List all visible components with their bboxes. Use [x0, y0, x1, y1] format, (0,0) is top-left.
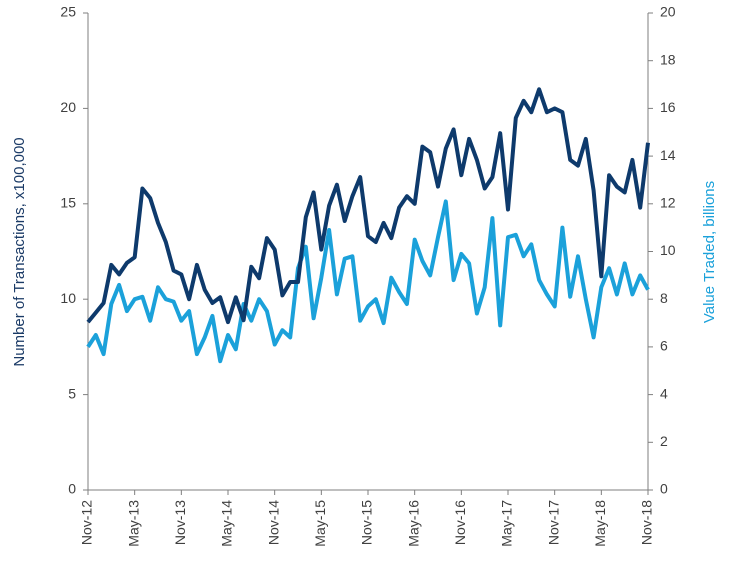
y-tick-label: 15 [60, 195, 76, 211]
x-tick-label: Nov-13 [172, 500, 188, 545]
x-tick-label: May-16 [405, 500, 421, 547]
x-tick-label: Nov-18 [639, 500, 655, 545]
series-line [86, 199, 650, 364]
x-tick-label: Nov-16 [452, 500, 468, 545]
x-tick-label: Nov-15 [359, 500, 375, 545]
y2-tick-label: 18 [660, 51, 676, 67]
y2-tick-label: 2 [660, 433, 668, 449]
x-tick-label: Nov-12 [79, 500, 95, 545]
y2-tick-label: 6 [660, 338, 668, 354]
y-tick-label: 0 [68, 481, 76, 497]
y2-tick-label: 20 [660, 4, 676, 20]
x-tick-label: Nov-17 [545, 500, 561, 545]
series-line [86, 87, 650, 325]
y2-tick-label: 0 [660, 481, 668, 497]
y2-axis-title: Value Traded, billions [701, 181, 718, 323]
y2-tick-label: 16 [660, 99, 676, 115]
x-tick-label: May-13 [125, 500, 141, 547]
y2-tick-label: 14 [660, 147, 676, 163]
x-tick-label: May-17 [499, 500, 515, 547]
x-tick-label: May-18 [592, 500, 608, 547]
y2-tick-label: 12 [660, 195, 676, 211]
y2-tick-label: 10 [660, 242, 676, 258]
y-tick-label: 25 [60, 4, 76, 20]
y-tick-label: 20 [60, 99, 76, 115]
x-tick-label: May-15 [312, 500, 328, 547]
y2-tick-label: 4 [660, 385, 668, 401]
y-axis-title: Number of Transactions, x100,000 [11, 137, 28, 366]
x-tick-label: May-14 [219, 500, 235, 547]
y-tick-label: 5 [68, 385, 76, 401]
y-tick-label: 10 [60, 290, 76, 306]
x-tick-label: Nov-14 [265, 500, 281, 545]
y2-tick-label: 8 [660, 290, 668, 306]
